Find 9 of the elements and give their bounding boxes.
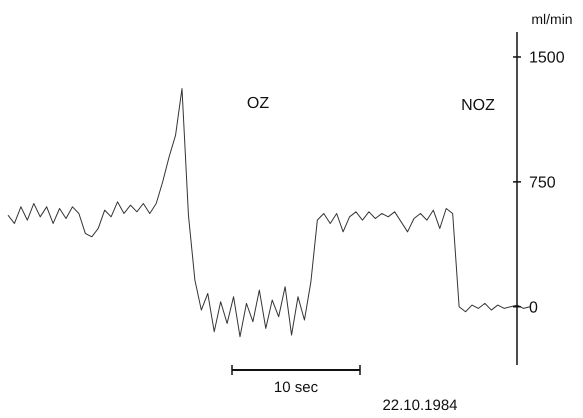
text: 22.10.1984: [382, 397, 458, 414]
y-tick-label: 1500: [529, 50, 565, 67]
y-tick-label: 0: [529, 299, 538, 316]
annotation: OZ: [246, 95, 270, 112]
line-series: [8, 88, 530, 338]
text: 10 sec: [274, 379, 319, 396]
y-axis-title: ml/min: [531, 11, 573, 27]
y-tick-label: 750: [529, 174, 556, 192]
annotation: NOZ: [461, 97, 496, 114]
